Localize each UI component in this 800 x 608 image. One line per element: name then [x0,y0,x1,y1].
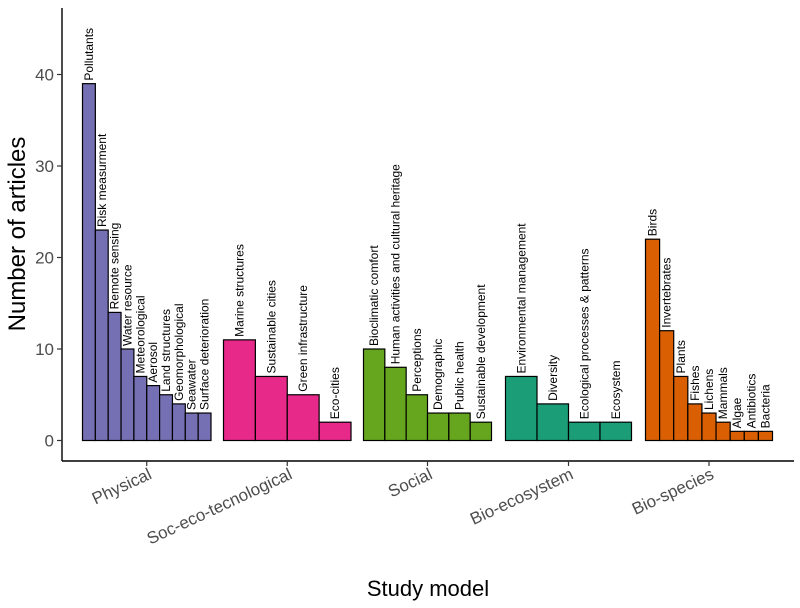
y-tick-label: 0 [45,432,54,451]
bar-bio-species-8 [743,430,759,442]
bar-bio-species-3 [673,375,689,442]
y-tick-label: 30 [35,157,54,176]
x-group-label: Bio-species [629,464,717,518]
bar-label: Green infrastructure [296,285,310,392]
bar-physical-10 [197,412,212,442]
bar-label: Pollutants [82,28,96,81]
bars-layer [81,83,774,442]
y-tick-label: 20 [35,249,54,268]
x-axis-title: Study model [367,576,489,601]
bar-social-2 [384,366,407,442]
bar-label: Surface deterioration [198,299,212,410]
bar-label: Risk measurment [95,133,109,227]
y-tick-label: 10 [35,340,54,359]
bar-label: Fishes [688,366,702,401]
bar-label: Aerosol [146,342,160,383]
bar-physical-8 [171,403,186,442]
bar-bio-species-5 [701,412,717,442]
bar-physical-2 [94,229,109,442]
bar-physical-1 [81,83,96,442]
bar-label: Lichens [702,369,716,410]
y-tick-label: 40 [35,66,54,85]
bar-bio-ecosystem-2 [536,403,570,442]
bar-label: Antibiotics [744,374,758,429]
bar-label: Demographic [431,339,445,410]
bar-label: Sustainable development [474,284,488,419]
bar-bio-species-6 [715,421,731,442]
bar-physical-7 [159,394,174,442]
bar-soc-eco-tecnological-3 [286,394,320,442]
bar-label: Diversity [546,355,560,401]
bar-physical-4 [120,348,135,442]
x-group-label: Bio-ecosystem [467,464,576,528]
bar-social-5 [448,412,471,442]
bar-bio-species-7 [729,430,745,442]
bar-label: Land structures [159,309,173,392]
bar-label: Mammals [716,367,730,419]
bar-label: Bacteria [758,384,772,428]
bar-label: Sustainable cities [264,280,278,373]
bar-bio-species-1 [644,238,661,442]
bar-label: Meteorological [133,295,147,373]
x-group-label: Social [385,464,435,501]
bar-bio-species-2 [659,330,675,442]
bar-soc-eco-tecnological-2 [254,375,288,442]
bar-bio-ecosystem-1 [504,375,538,442]
bar-label: Water resource [120,264,134,346]
bar-label: Ecosystem [609,361,623,420]
bar-label: Bioclimatic comfort [367,245,381,346]
bar-physical-3 [107,311,122,442]
bar-social-3 [405,394,429,442]
bar-soc-eco-tecnological-1 [222,339,256,442]
bar-label: Environmental management [514,223,528,374]
bar-soc-eco-tecnological-4 [318,421,352,442]
bar-bio-ecosystem-4 [599,421,633,442]
bar-label: Marine structures [232,244,246,337]
bar-physical-6 [146,385,161,442]
bar-social-1 [362,348,386,442]
x-group-label: Soc-eco-tecnological [144,464,295,548]
bar-physical-9 [184,412,199,442]
x-group-label: Physical [89,464,154,508]
bar-label: Birds [646,209,660,236]
bar-label: Seawater [185,359,199,410]
y-ticks-layer: 0 10 20 30 40 [35,66,62,451]
bar-label: Algae [730,397,744,428]
bar-physical-5 [133,375,148,442]
bar-label: Perceptions [410,328,424,391]
bar-label: Geomorphological [172,304,186,401]
bar-label: Remote sensing [108,223,122,310]
bar-label: Plants [674,340,688,373]
bar-label: Ecological processes & patterns [577,248,591,419]
bar-bio-species-4 [687,403,703,442]
bar-label: Eco-cities [328,367,342,419]
bar-label: Public health [453,341,467,410]
y-axis-title: Number of articles [4,137,31,332]
bar-social-4 [426,412,450,442]
bar-bio-species-9 [757,430,774,442]
bar-label: Human activities and cultural heritage [389,164,403,364]
bar-label: Invertebrates [660,258,674,328]
bar-bio-ecosystem-3 [567,421,601,442]
bar-social-6 [469,421,493,442]
